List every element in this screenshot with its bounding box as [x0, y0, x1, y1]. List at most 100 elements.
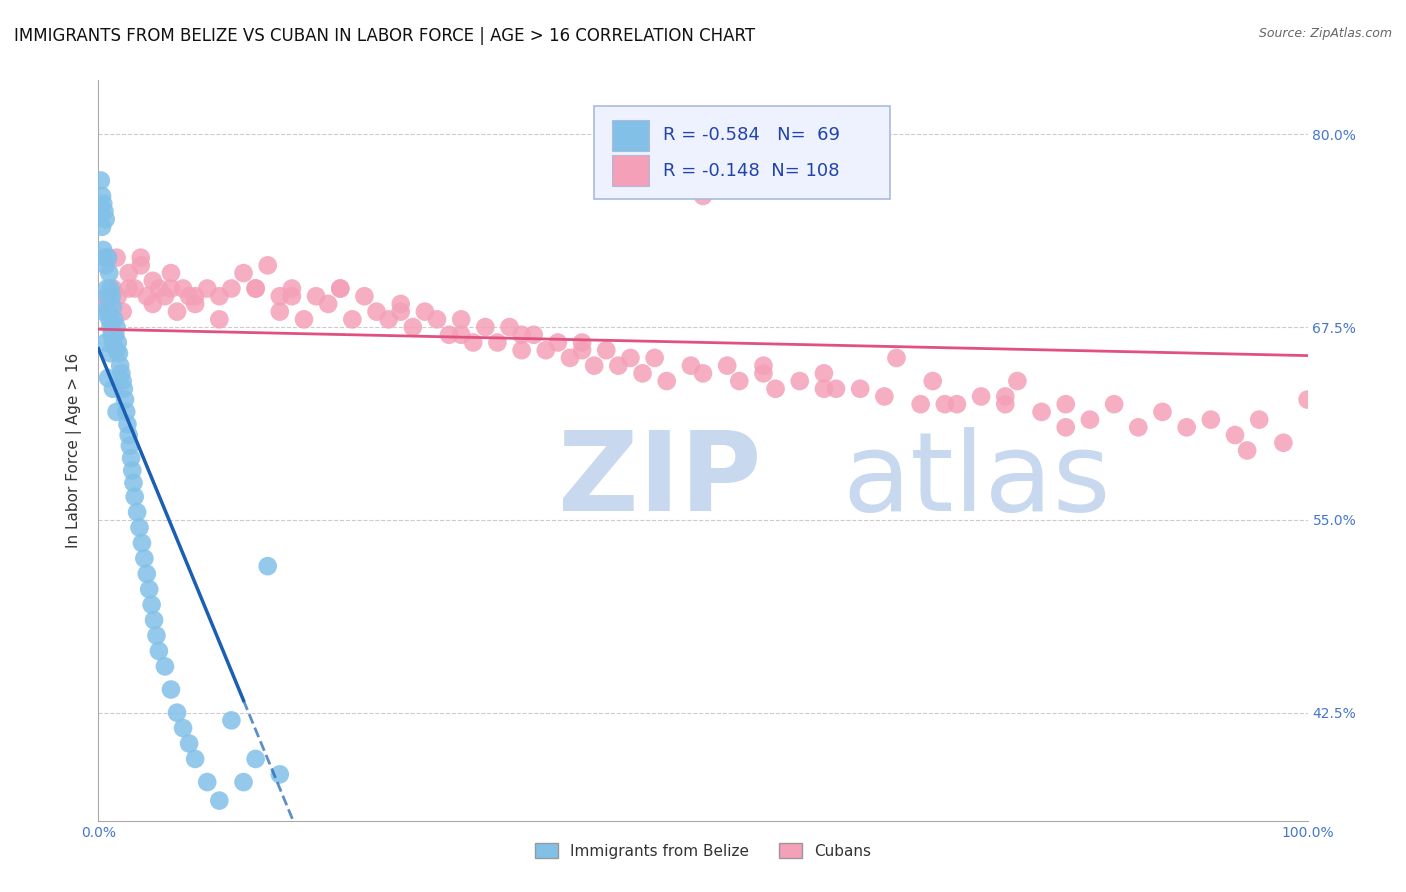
Point: [1128, 420, 1150, 434]
Point: [97, 251, 120, 265]
Point: [148, 281, 170, 295]
Point: [1007, 374, 1029, 388]
Point: [1199, 412, 1222, 426]
Point: [107, 335, 129, 350]
Point: [108, 346, 131, 360]
Point: [131, 536, 153, 550]
Point: [728, 374, 751, 388]
Point: [172, 721, 194, 735]
Point: [342, 312, 364, 326]
FancyBboxPatch shape: [613, 120, 648, 151]
Point: [97, 251, 120, 265]
Point: [114, 392, 136, 407]
Point: [232, 775, 254, 789]
Point: [160, 682, 183, 697]
Point: [716, 359, 738, 373]
Point: [486, 335, 509, 350]
Point: [110, 367, 132, 381]
Point: [98, 266, 121, 280]
Text: R = -0.584   N=  69: R = -0.584 N= 69: [664, 126, 841, 145]
Point: [166, 304, 188, 318]
Point: [269, 304, 291, 318]
Text: R = -0.148  N= 108: R = -0.148 N= 108: [664, 161, 839, 179]
Point: [245, 281, 267, 295]
Point: [120, 451, 142, 466]
Text: ZIP: ZIP: [558, 426, 761, 533]
Point: [108, 359, 131, 373]
Point: [510, 343, 533, 358]
Point: [510, 327, 533, 342]
Point: [921, 374, 943, 388]
Point: [426, 312, 449, 326]
Point: [100, 289, 122, 303]
Point: [97, 371, 120, 385]
Point: [127, 505, 149, 519]
Point: [122, 475, 145, 490]
Point: [129, 259, 152, 273]
Text: IMMIGRANTS FROM BELIZE VS CUBAN IN LABOR FORCE | AGE > 16 CORRELATION CHART: IMMIGRANTS FROM BELIZE VS CUBAN IN LABOR…: [14, 27, 755, 45]
Point: [498, 320, 520, 334]
Point: [179, 289, 201, 303]
FancyBboxPatch shape: [595, 106, 890, 199]
Point: [101, 382, 124, 396]
Point: [450, 312, 472, 326]
Point: [124, 281, 146, 295]
Point: [91, 189, 114, 203]
Point: [450, 327, 472, 342]
Point: [124, 490, 146, 504]
Point: [1078, 412, 1101, 426]
Point: [208, 312, 231, 326]
Point: [91, 196, 114, 211]
Point: [91, 243, 114, 257]
Point: [148, 644, 170, 658]
Point: [655, 374, 678, 388]
Point: [221, 714, 243, 728]
Point: [752, 359, 775, 373]
Point: [813, 367, 835, 381]
Point: [1031, 405, 1053, 419]
Point: [195, 775, 218, 789]
Point: [93, 251, 115, 265]
Point: [138, 582, 160, 597]
Point: [115, 405, 138, 419]
Point: [100, 346, 122, 360]
Point: [117, 417, 139, 432]
Point: [101, 300, 124, 314]
Point: [329, 281, 352, 295]
Point: [118, 439, 141, 453]
Point: [121, 463, 143, 477]
Point: [558, 351, 581, 365]
Point: [141, 598, 163, 612]
Point: [583, 359, 606, 373]
Point: [631, 367, 654, 381]
Point: [353, 289, 375, 303]
Y-axis label: In Labor Force | Age > 16: In Labor Force | Age > 16: [66, 353, 83, 548]
Point: [910, 397, 932, 411]
Point: [160, 281, 183, 295]
Point: [145, 629, 167, 643]
Text: atlas: atlas: [842, 426, 1111, 533]
Point: [571, 343, 593, 358]
Point: [96, 281, 118, 295]
Point: [103, 312, 125, 326]
Point: [208, 794, 231, 808]
Point: [208, 289, 231, 303]
Point: [232, 266, 254, 280]
Point: [96, 289, 118, 303]
Point: [619, 351, 641, 365]
Point: [970, 389, 993, 403]
Point: [765, 382, 787, 396]
Point: [1102, 397, 1125, 411]
Point: [256, 259, 278, 273]
Point: [184, 297, 207, 311]
Point: [402, 320, 425, 334]
Point: [281, 281, 304, 295]
Point: [607, 359, 630, 373]
Point: [377, 312, 399, 326]
Point: [221, 281, 243, 295]
Point: [118, 428, 141, 442]
Point: [135, 289, 157, 303]
Point: [1175, 420, 1198, 434]
Legend: Immigrants from Belize, Cubans: Immigrants from Belize, Cubans: [529, 837, 877, 865]
Point: [281, 289, 304, 303]
